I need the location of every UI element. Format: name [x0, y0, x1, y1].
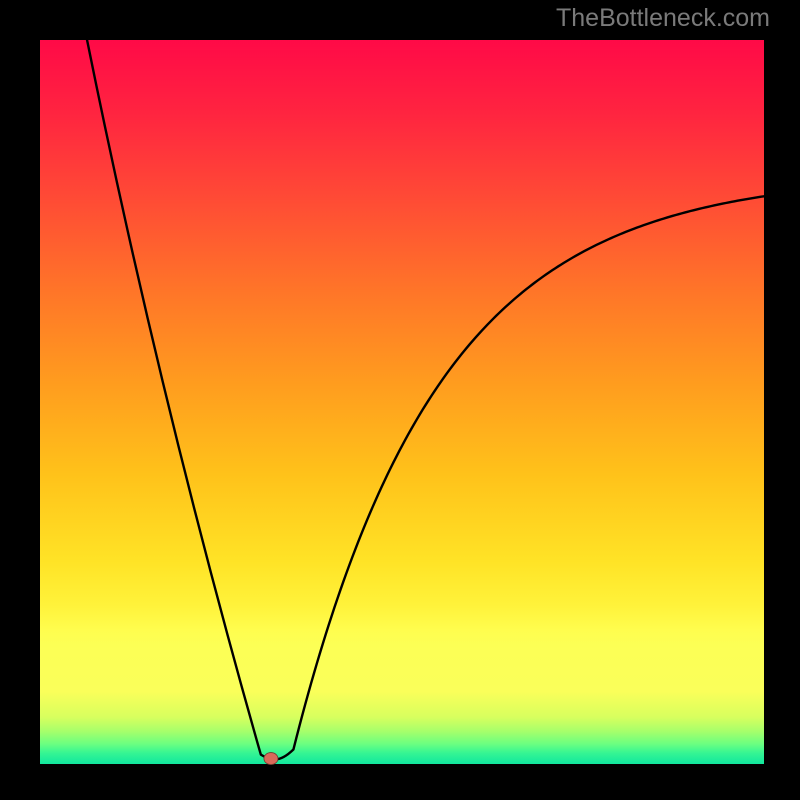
min-marker	[264, 753, 278, 765]
watermark-text: TheBottleneck.com	[556, 4, 770, 33]
chart-stage: TheBottleneck.com	[0, 0, 800, 800]
plot-background	[40, 40, 764, 764]
chart-svg	[0, 0, 800, 800]
